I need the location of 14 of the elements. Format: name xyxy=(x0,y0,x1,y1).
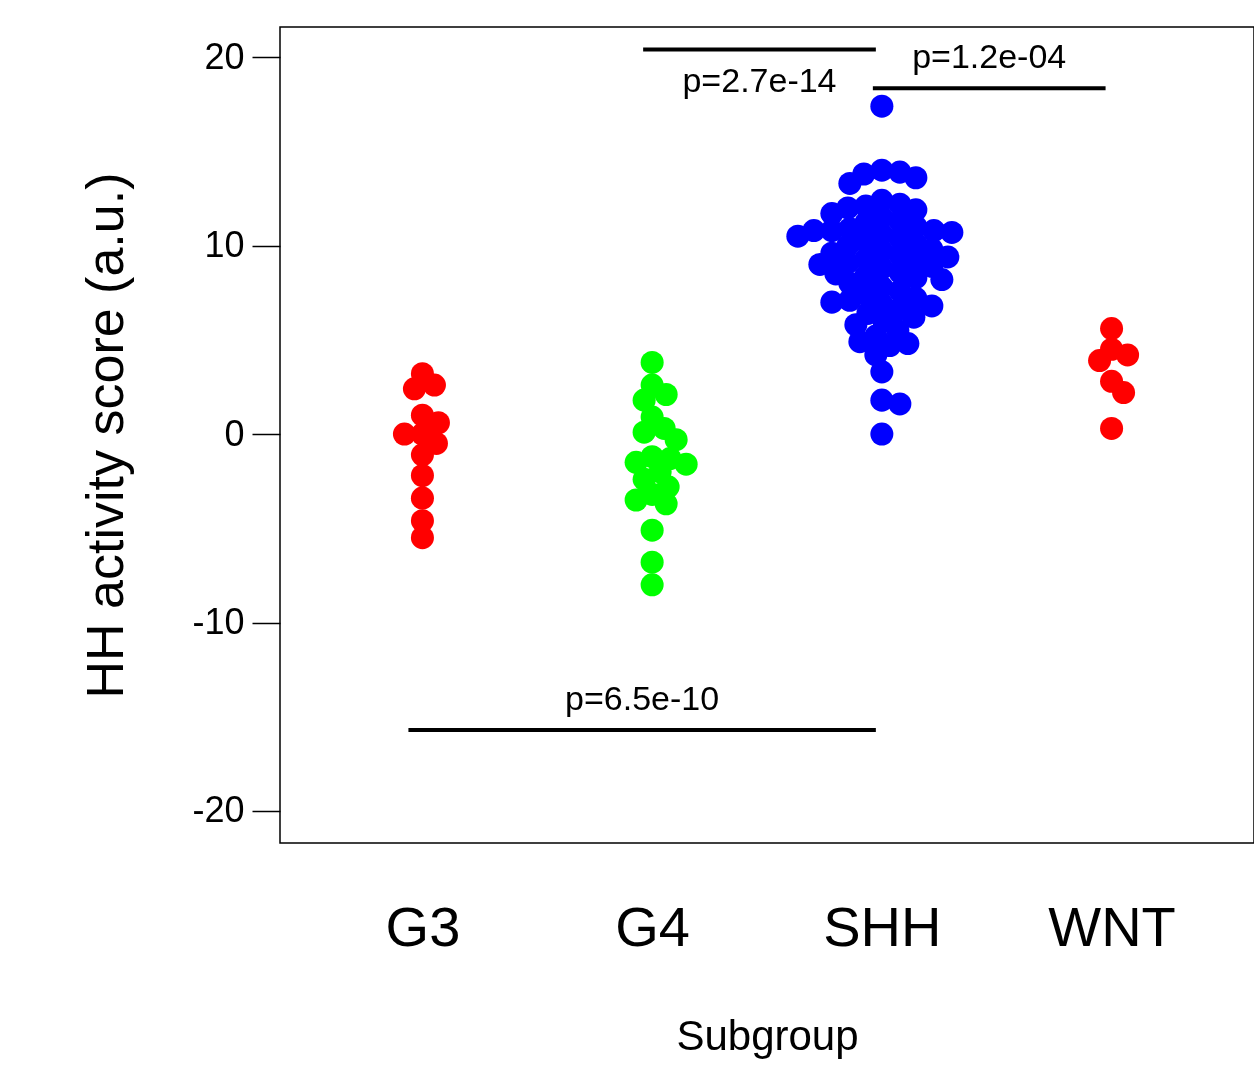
y-tick-label: -20 xyxy=(192,789,245,831)
x-tick-label: SHH xyxy=(823,894,942,958)
annotation: p=1.2e-04 xyxy=(912,37,1067,76)
y-tick-label: 0 xyxy=(224,412,245,454)
y-tick-label: 10 xyxy=(204,224,245,266)
x-tick-label: G3 xyxy=(385,894,461,958)
x-tick-label: WNT xyxy=(1048,894,1176,958)
annotation: p=2.7e-14 xyxy=(682,60,837,99)
y-tick-label: 20 xyxy=(204,35,245,77)
x-axis-title: Subgroup xyxy=(676,1011,859,1059)
y-tick-label: -10 xyxy=(192,601,245,643)
annotation: p=6.5e-10 xyxy=(565,678,720,717)
x-tick-label: G4 xyxy=(615,894,690,958)
y-axis-title: HH activity score (a.u.) xyxy=(76,172,135,699)
